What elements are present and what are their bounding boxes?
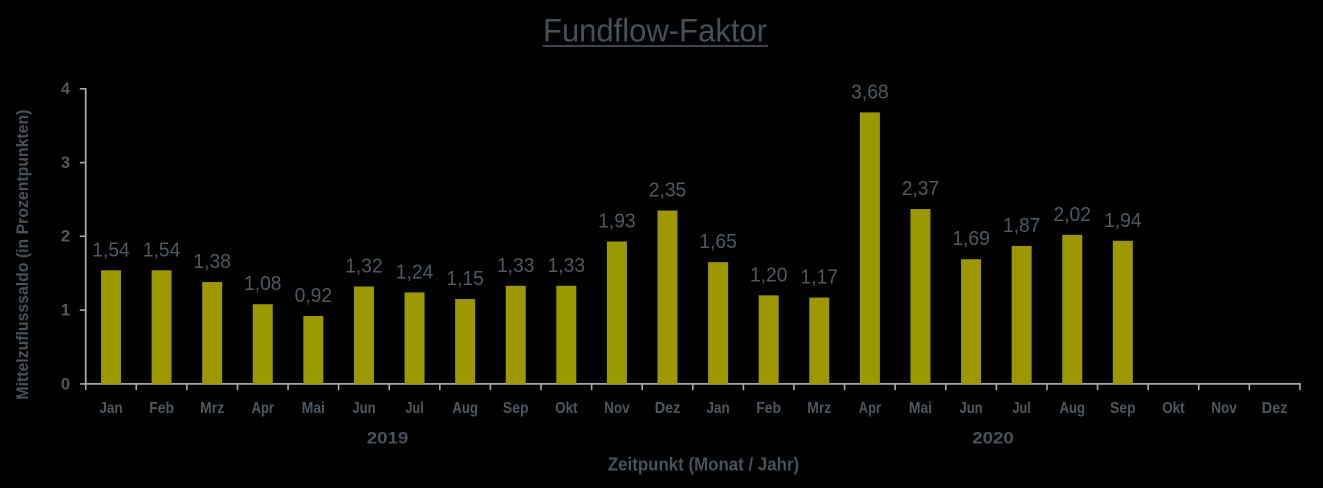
- svg-text:Dez: Dez: [655, 400, 681, 417]
- svg-text:0,92: 0,92: [295, 285, 333, 307]
- svg-text:Mrz: Mrz: [807, 400, 831, 417]
- svg-text:Mai: Mai: [302, 400, 325, 417]
- svg-text:2: 2: [61, 228, 70, 246]
- svg-text:Jun: Jun: [959, 400, 982, 417]
- svg-text:Okt: Okt: [555, 400, 578, 417]
- svg-text:1,69: 1,69: [952, 228, 990, 250]
- svg-text:1,93: 1,93: [598, 211, 636, 233]
- svg-text:Apr: Apr: [252, 400, 274, 417]
- svg-text:1,33: 1,33: [548, 255, 586, 277]
- svg-text:Jan: Jan: [707, 400, 730, 417]
- svg-text:1,08: 1,08: [244, 273, 282, 295]
- svg-text:Aug: Aug: [1059, 400, 1085, 417]
- svg-text:Sep: Sep: [1110, 400, 1136, 417]
- svg-text:0: 0: [61, 375, 70, 393]
- svg-text:1,15: 1,15: [446, 268, 484, 290]
- svg-text:3: 3: [61, 154, 70, 172]
- svg-text:2,37: 2,37: [902, 178, 940, 200]
- svg-text:Mittelzuflusssaldo (in Prozent: Mittelzuflusssaldo (in Prozentpunkten): [13, 110, 32, 400]
- svg-text:1,65: 1,65: [699, 231, 737, 253]
- svg-text:1,87: 1,87: [1003, 215, 1041, 237]
- svg-text:1,38: 1,38: [193, 251, 231, 273]
- svg-text:2,35: 2,35: [649, 180, 687, 202]
- svg-text:Fundflow-Faktor: Fundflow-Faktor: [543, 13, 767, 49]
- svg-text:1,94: 1,94: [1104, 210, 1142, 232]
- svg-text:Mai: Mai: [909, 400, 932, 417]
- svg-text:1,32: 1,32: [345, 256, 383, 278]
- svg-text:1,20: 1,20: [750, 264, 788, 286]
- svg-text:1: 1: [61, 302, 70, 320]
- svg-text:2019: 2019: [367, 428, 409, 447]
- svg-text:Nov: Nov: [604, 400, 630, 417]
- svg-text:1,33: 1,33: [497, 255, 535, 277]
- svg-text:1,54: 1,54: [143, 239, 181, 261]
- svg-text:Zeitpunkt (Monat / Jahr): Zeitpunkt (Monat / Jahr): [608, 454, 799, 475]
- svg-text:2020: 2020: [972, 428, 1014, 447]
- svg-text:Feb: Feb: [756, 400, 781, 417]
- svg-text:3,68: 3,68: [851, 81, 889, 103]
- svg-text:Apr: Apr: [859, 400, 881, 417]
- svg-text:Mrz: Mrz: [200, 400, 224, 417]
- svg-text:Jun: Jun: [352, 400, 375, 417]
- svg-text:1,24: 1,24: [396, 261, 434, 283]
- svg-text:Aug: Aug: [452, 400, 478, 417]
- svg-text:2,02: 2,02: [1053, 204, 1091, 226]
- svg-text:Jul: Jul: [405, 400, 423, 417]
- svg-text:Okt: Okt: [1162, 400, 1185, 417]
- svg-text:1,54: 1,54: [92, 239, 130, 261]
- svg-text:Jul: Jul: [1012, 400, 1030, 417]
- svg-text:Sep: Sep: [503, 400, 529, 417]
- svg-text:Feb: Feb: [149, 400, 174, 417]
- svg-text:4: 4: [61, 80, 71, 98]
- svg-text:Jan: Jan: [99, 400, 122, 417]
- svg-text:Nov: Nov: [1211, 400, 1237, 417]
- svg-text:Dez: Dez: [1262, 400, 1288, 417]
- svg-text:1,17: 1,17: [801, 267, 839, 289]
